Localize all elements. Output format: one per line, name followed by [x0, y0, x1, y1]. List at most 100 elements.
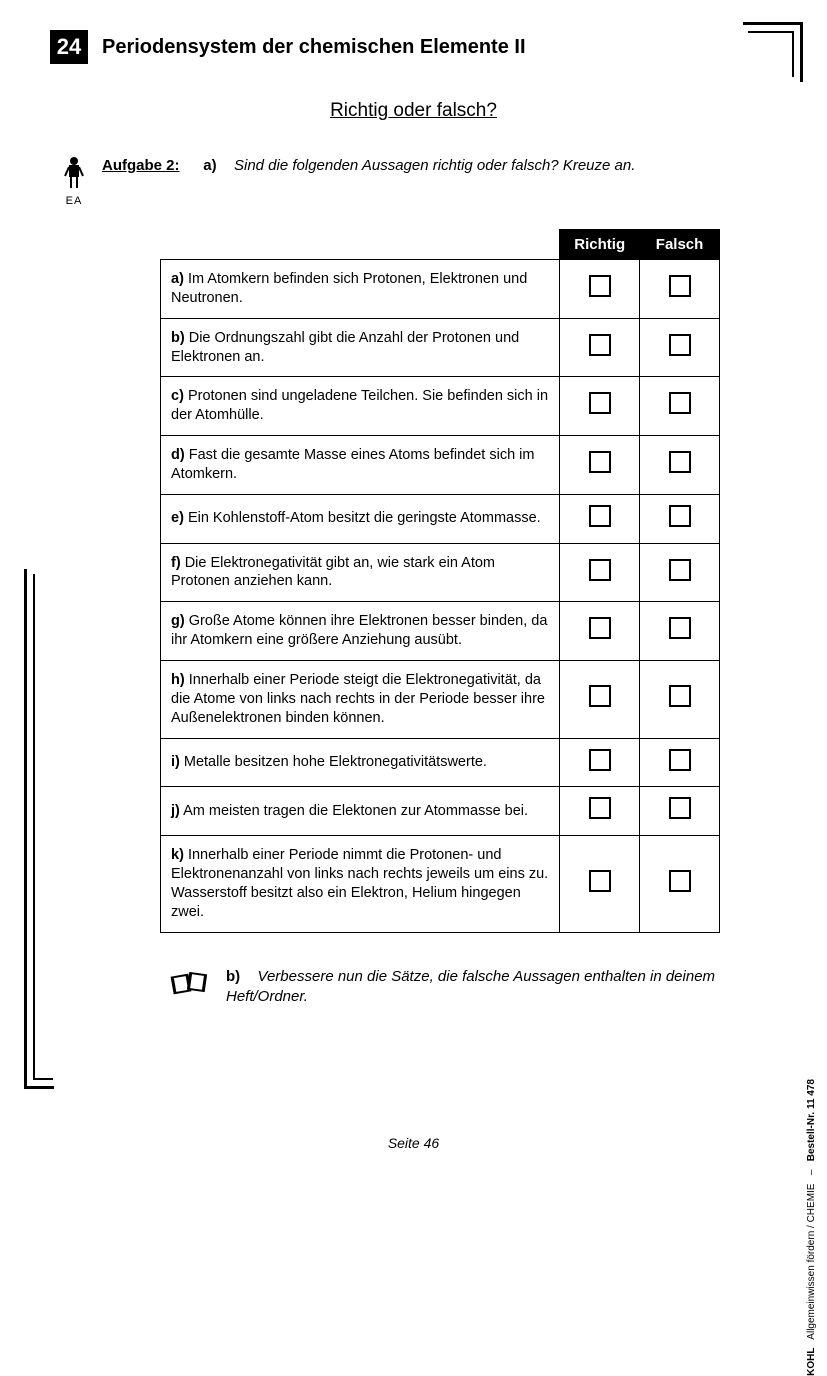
checkbox-falsch[interactable]: [669, 685, 691, 707]
row-text: Innerhalb einer Periode nimmt die Proton…: [171, 847, 548, 920]
richtig-cell: [560, 377, 640, 436]
ea-label: EA: [60, 195, 88, 207]
statement-cell: i) Metalle besitzen hohe Elektronegativi…: [161, 738, 560, 787]
row-text: Innerhalb einer Periode steigt die Elekt…: [171, 672, 545, 726]
side-publisher-text: KOHL Allgemeinwissen fördern / CHEMIE – …: [806, 1079, 817, 1376]
checkbox-richtig[interactable]: [589, 617, 611, 639]
row-text: Große Atome können ihre Elektronen besse…: [171, 613, 547, 648]
page-footer: Seite 46: [0, 1135, 827, 1151]
table-row: b) Die Ordnungszahl gibt die Anzahl der …: [161, 318, 720, 377]
table-row: j) Am meisten tragen die Elektonen zur A…: [161, 787, 720, 836]
task-label: Aufgabe 2:: [102, 157, 180, 174]
table-row: e) Ein Kohlenstoff-Atom besitzt die geri…: [161, 494, 720, 543]
table-header-richtig: Richtig: [560, 230, 640, 260]
row-letter: g): [171, 613, 185, 629]
row-letter: a): [171, 271, 184, 287]
statement-cell: j) Am meisten tragen die Elektonen zur A…: [161, 787, 560, 836]
falsch-cell: [640, 787, 720, 836]
row-text: Die Ordnungszahl gibt die Anzahl der Pro…: [171, 330, 519, 365]
checkbox-richtig[interactable]: [589, 685, 611, 707]
checkbox-falsch[interactable]: [669, 870, 691, 892]
statement-cell: c) Protonen sind ungeladene Teilchen. Si…: [161, 377, 560, 436]
checkbox-falsch[interactable]: [669, 275, 691, 297]
checkbox-falsch[interactable]: [669, 797, 691, 819]
checkbox-richtig[interactable]: [589, 275, 611, 297]
checkbox-falsch[interactable]: [669, 749, 691, 771]
corner-decoration-bottom-left: [24, 569, 54, 1089]
statement-cell: k) Innerhalb einer Periode nimmt die Pro…: [161, 836, 560, 932]
task-part-b-text: Verbessere nun die Sätze, die falsche Au…: [226, 968, 715, 1005]
statements-table: Richtig Falsch a) Im Atomkern befinden s…: [160, 229, 720, 933]
statement-cell: h) Innerhalb einer Periode steigt die El…: [161, 660, 560, 738]
checkbox-richtig[interactable]: [589, 749, 611, 771]
row-text: Fast die gesamte Masse eines Atoms befin…: [171, 447, 534, 482]
falsch-cell: [640, 494, 720, 543]
row-letter: b): [171, 330, 185, 346]
falsch-cell: [640, 660, 720, 738]
task-part-b-letter: b): [226, 968, 240, 985]
checkbox-falsch[interactable]: [669, 392, 691, 414]
row-letter: k): [171, 847, 184, 863]
richtig-cell: [560, 602, 640, 661]
falsch-cell: [640, 318, 720, 377]
statement-cell: g) Große Atome können ihre Elektronen be…: [161, 602, 560, 661]
richtig-cell: [560, 787, 640, 836]
falsch-cell: [640, 260, 720, 319]
row-text: Im Atomkern befinden sich Protonen, Elek…: [171, 271, 527, 306]
task-part-b: b) Verbessere nun die Sätze, die falsche…: [170, 967, 777, 1008]
richtig-cell: [560, 494, 640, 543]
checkbox-falsch[interactable]: [669, 334, 691, 356]
table-row: d) Fast die gesamte Masse eines Atoms be…: [161, 436, 720, 495]
task-part-a-text: Sind die folgenden Aussagen richtig oder…: [234, 157, 635, 174]
checkbox-richtig[interactable]: [589, 334, 611, 356]
chapter-title: Periodensystem der chemischen Elemente I…: [102, 36, 526, 59]
row-letter: h): [171, 672, 185, 688]
table-row: g) Große Atome können ihre Elektronen be…: [161, 602, 720, 661]
table-row: c) Protonen sind ungeladene Teilchen. Si…: [161, 377, 720, 436]
checkbox-richtig[interactable]: [589, 392, 611, 414]
falsch-cell: [640, 377, 720, 436]
richtig-cell: [560, 260, 640, 319]
row-letter: i): [171, 754, 180, 770]
checkbox-falsch[interactable]: [669, 617, 691, 639]
statement-cell: f) Die Elektronegativität gibt an, wie s…: [161, 543, 560, 602]
falsch-cell: [640, 436, 720, 495]
statement-cell: b) Die Ordnungszahl gibt die Anzahl der …: [161, 318, 560, 377]
richtig-cell: [560, 436, 640, 495]
table-row: i) Metalle besitzen hohe Elektronegativi…: [161, 738, 720, 787]
statement-cell: e) Ein Kohlenstoff-Atom besitzt die geri…: [161, 494, 560, 543]
richtig-cell: [560, 836, 640, 932]
task-part-a-letter: a): [203, 157, 216, 174]
table-header-falsch: Falsch: [640, 230, 720, 260]
statement-cell: d) Fast die gesamte Masse eines Atoms be…: [161, 436, 560, 495]
row-letter: f): [171, 555, 181, 571]
row-text: Ein Kohlenstoff-Atom besitzt die gerings…: [188, 510, 541, 526]
row-text: Metalle besitzen hohe Elektronegativität…: [184, 754, 487, 770]
checkbox-falsch[interactable]: [669, 559, 691, 581]
checkbox-richtig[interactable]: [589, 797, 611, 819]
row-text: Am meisten tragen die Elektonen zur Atom…: [183, 803, 528, 819]
table-row: k) Innerhalb einer Periode nimmt die Pro…: [161, 836, 720, 932]
checkbox-richtig[interactable]: [589, 505, 611, 527]
row-text: Protonen sind ungeladene Teilchen. Sie b…: [171, 388, 548, 423]
row-letter: j): [171, 803, 180, 819]
chapter-header: 24 Periodensystem der chemischen Element…: [50, 30, 777, 64]
falsch-cell: [640, 602, 720, 661]
task-instruction: EA Aufgabe 2: a) Sind die folgenden Auss…: [60, 156, 777, 207]
table-header-blank: [161, 230, 560, 260]
table-row: h) Innerhalb einer Periode steigt die El…: [161, 660, 720, 738]
checkbox-falsch[interactable]: [669, 505, 691, 527]
corner-decoration-top-right: [743, 22, 803, 82]
person-icon: [60, 156, 88, 195]
table-row: f) Die Elektronegativität gibt an, wie s…: [161, 543, 720, 602]
page-subtitle: Richtig oder falsch?: [50, 100, 777, 122]
statement-cell: a) Im Atomkern befinden sich Protonen, E…: [161, 260, 560, 319]
checkbox-richtig[interactable]: [589, 870, 611, 892]
falsch-cell: [640, 836, 720, 932]
checkbox-richtig[interactable]: [589, 559, 611, 581]
row-letter: c): [171, 388, 184, 404]
checkbox-richtig[interactable]: [589, 451, 611, 473]
richtig-cell: [560, 543, 640, 602]
checkbox-falsch[interactable]: [669, 451, 691, 473]
row-text: Die Elektronegativität gibt an, wie star…: [171, 555, 495, 590]
